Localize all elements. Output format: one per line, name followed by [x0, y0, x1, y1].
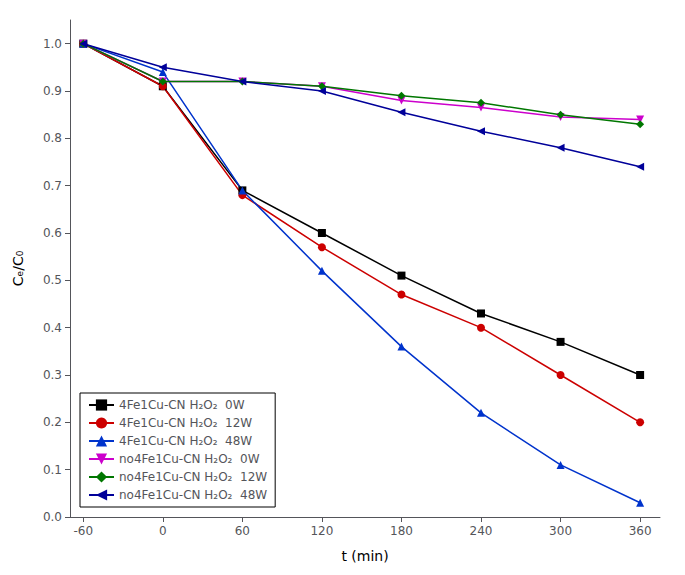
svg-text:0.5: 0.5: [43, 273, 62, 287]
svg-text:no4Fe1Cu-CN H₂O₂ 48W: no4Fe1Cu-CN H₂O₂ 48W: [119, 488, 267, 502]
svg-text:0: 0: [159, 524, 167, 538]
svg-text:360: 360: [629, 524, 652, 538]
svg-text:0.3: 0.3: [43, 368, 62, 382]
svg-text:no4Fe1Cu-CN H₂O₂ 12W: no4Fe1Cu-CN H₂O₂ 12W: [119, 470, 267, 484]
svg-text:0.9: 0.9: [43, 84, 62, 98]
svg-text:0.8: 0.8: [43, 131, 62, 145]
svg-text:0.4: 0.4: [43, 321, 62, 335]
svg-text:-60: -60: [73, 524, 93, 538]
svg-text:240: 240: [470, 524, 493, 538]
svg-text:180: 180: [390, 524, 413, 538]
svg-text:4Fe1Cu-CN H₂O₂ 0W: 4Fe1Cu-CN H₂O₂ 0W: [119, 398, 245, 412]
svg-text:4Fe1Cu-CN H₂O₂ 12W: 4Fe1Cu-CN H₂O₂ 12W: [119, 416, 252, 430]
svg-text:0.7: 0.7: [43, 179, 62, 193]
svg-text:4Fe1Cu-CN H₂O₂ 48W: 4Fe1Cu-CN H₂O₂ 48W: [119, 434, 252, 448]
svg-text:0.0: 0.0: [43, 510, 62, 524]
svg-text:0.1: 0.1: [43, 463, 62, 477]
svg-text:0.6: 0.6: [43, 226, 62, 240]
svg-text:60: 60: [235, 524, 250, 538]
svg-text:0.2: 0.2: [43, 415, 62, 429]
svg-text:300: 300: [549, 524, 572, 538]
svg-text:Cₑ/C₀: Cₑ/C₀: [10, 250, 26, 286]
svg-text:1.0: 1.0: [43, 37, 62, 51]
svg-text:no4Fe1Cu-CN H₂O₂ 0W: no4Fe1Cu-CN H₂O₂ 0W: [119, 452, 260, 466]
svg-text:t (min): t (min): [341, 548, 388, 564]
svg-text:120: 120: [310, 524, 333, 538]
